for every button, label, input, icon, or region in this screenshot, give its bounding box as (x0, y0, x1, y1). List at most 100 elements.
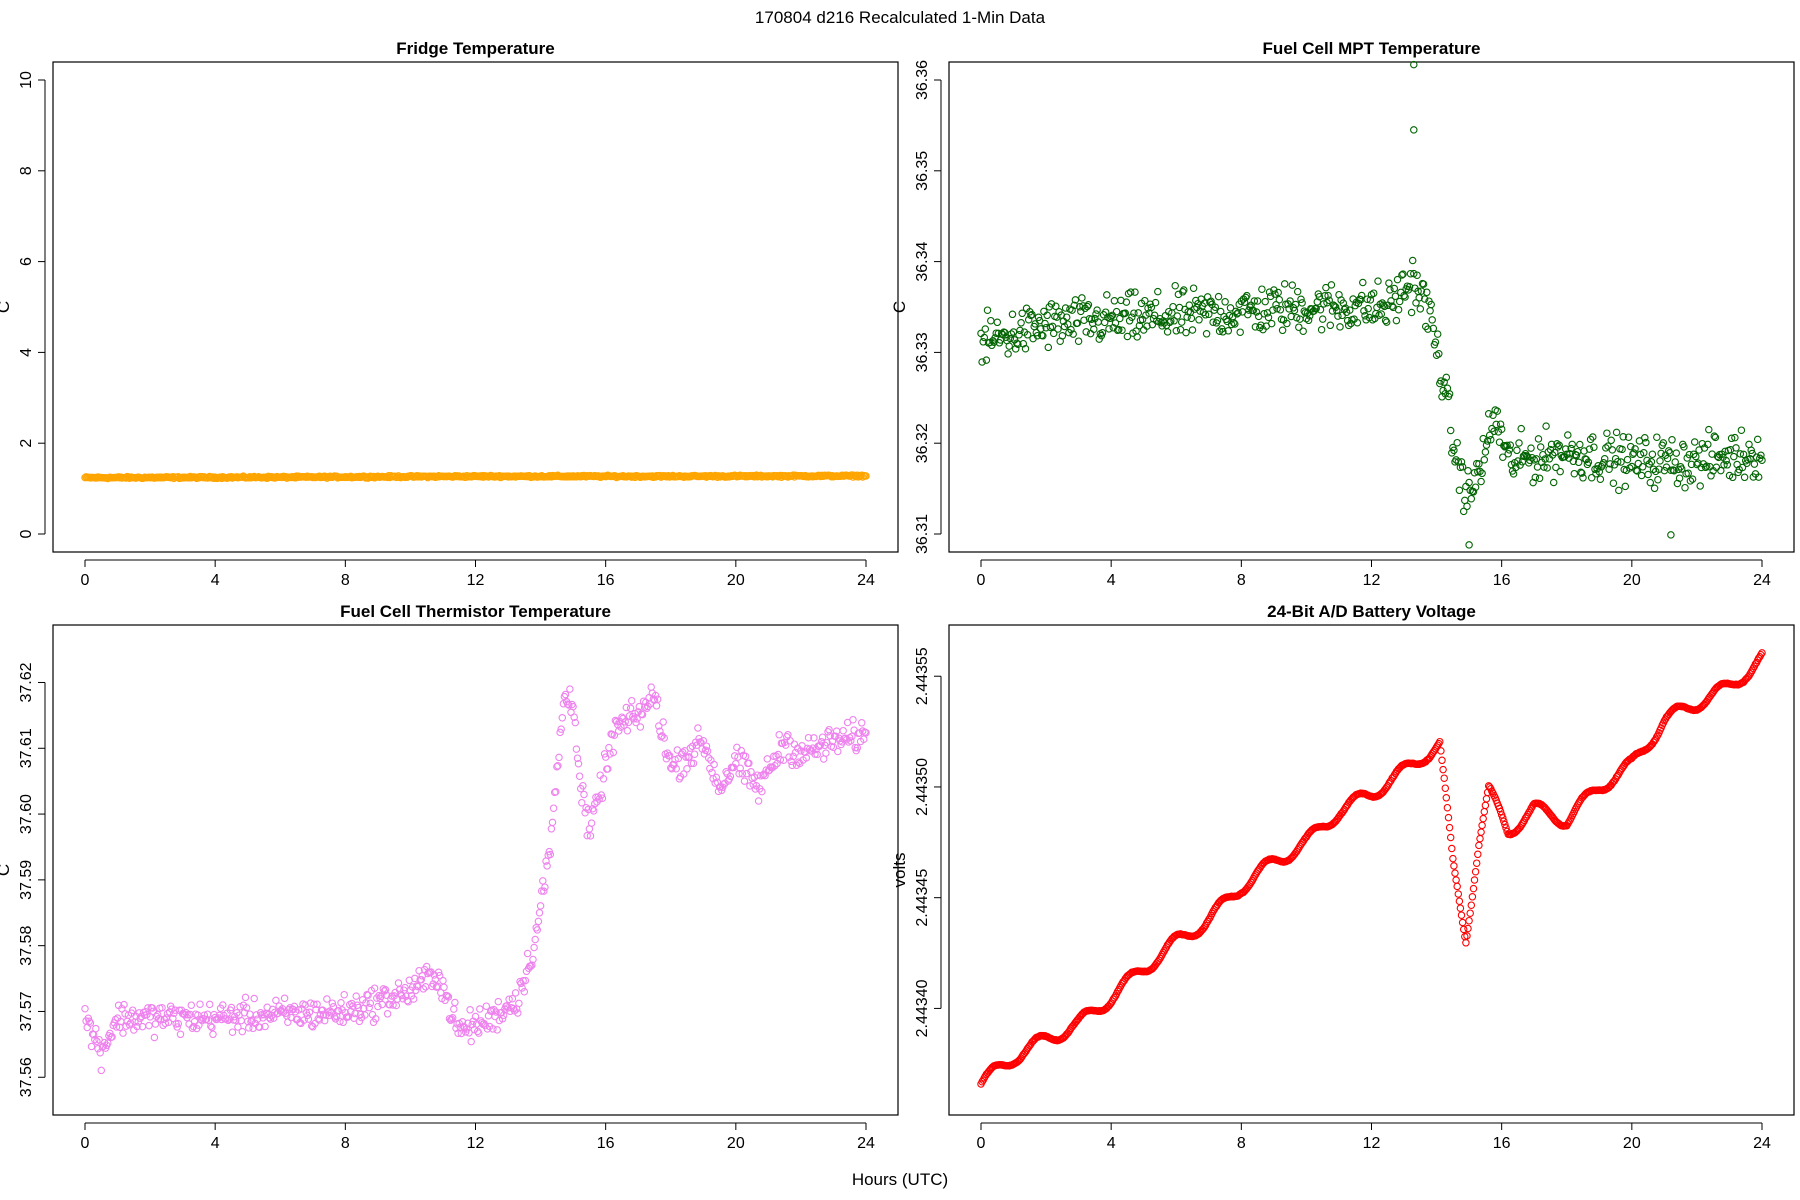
mpt-y-tick-label: 36.36 (914, 60, 931, 100)
thermistor-point (566, 685, 574, 693)
thermistor-point (714, 787, 723, 796)
mpt-point (1487, 435, 1495, 444)
mpt-point (1318, 315, 1327, 323)
mpt-point (1711, 433, 1720, 442)
mpt-point (1457, 458, 1466, 466)
mpt-point (1122, 298, 1131, 306)
thermistor-point (702, 742, 711, 750)
mpt-point (1241, 293, 1250, 302)
mpt-point (1346, 306, 1354, 314)
thermistor-point (802, 754, 811, 762)
mpt-point (1638, 463, 1647, 471)
battery-point (1209, 907, 1217, 916)
thermistor-point (434, 968, 443, 977)
mpt-point (1415, 294, 1423, 302)
mpt-point (1552, 463, 1560, 472)
battery-y-tick-label: 2.44340 (914, 979, 931, 1037)
mpt-point (1297, 295, 1305, 304)
mpt-point (1182, 328, 1190, 337)
battery-point (1502, 824, 1510, 832)
thermistor-point (857, 719, 866, 727)
thermistor-point (176, 1030, 185, 1039)
thermistor-points (81, 683, 870, 1075)
mpt-point (1326, 321, 1335, 330)
mpt-point (978, 358, 986, 366)
mpt-point (1542, 422, 1550, 430)
thermistor-point (847, 737, 855, 745)
mpt-point (1659, 439, 1668, 447)
mpt-point (1479, 434, 1487, 443)
mpt-point (1082, 328, 1090, 336)
thermistor-y-tick-label: 37.59 (18, 860, 35, 900)
mpt-point (1633, 467, 1642, 475)
mpt-point (1338, 311, 1346, 320)
thermistor-point (557, 725, 565, 733)
mpt-point (1236, 328, 1244, 336)
thermistor-point (227, 1003, 236, 1012)
mpt-point (1084, 301, 1093, 309)
thermistor-point (365, 1003, 373, 1012)
thermistor-point (245, 1024, 253, 1032)
mpt-point (1073, 319, 1082, 327)
mpt-point (1008, 310, 1017, 319)
thermistor-point (810, 734, 818, 742)
thermistor-point (651, 691, 660, 700)
mpt-point (1219, 328, 1227, 336)
mpt-point (1543, 464, 1551, 472)
thermistor-point (315, 1016, 324, 1024)
mpt-point (1615, 486, 1623, 495)
mpt-point (1211, 303, 1220, 311)
mpt-point (1205, 310, 1213, 319)
mpt-point (1354, 299, 1363, 308)
mpt-point (1385, 279, 1393, 287)
mpt-point (1160, 319, 1169, 327)
battery-plot-frame (948, 624, 1795, 1116)
mpt-point (1585, 445, 1594, 453)
thermistor-point (768, 763, 777, 772)
thermistor-point (196, 1000, 204, 1008)
mpt-point (1034, 313, 1043, 322)
mpt-point (1641, 434, 1649, 442)
battery-points (977, 649, 1766, 1088)
mpt-point (1541, 455, 1549, 463)
mpt-point (1286, 297, 1294, 305)
battery-point (1610, 777, 1619, 785)
mpt-point (1213, 316, 1222, 325)
mpt-point (1344, 321, 1353, 330)
mpt-x-tick-label: 20 (1623, 572, 1641, 589)
mpt-point (1690, 438, 1699, 446)
mpt-point (1478, 469, 1486, 478)
mpt-point (1753, 435, 1762, 444)
mpt-point (1515, 439, 1523, 447)
thermistor-point (355, 1017, 364, 1026)
mpt-y-tick-label: 36.31 (914, 514, 931, 554)
mpt-point (1195, 316, 1203, 324)
mpt-point (1357, 291, 1366, 300)
mpt-point (1531, 473, 1540, 482)
thermistor-point (730, 752, 739, 760)
battery-point (1110, 993, 1119, 1002)
mpt-point (1201, 311, 1210, 319)
mpt-point (1386, 286, 1394, 294)
mpt-point (1445, 390, 1454, 398)
battery-y-tick-label: 2.44345 (914, 869, 931, 927)
thermistor-point (190, 1017, 199, 1026)
mpt-point (1654, 475, 1662, 484)
thermistor-point (788, 761, 796, 770)
thermistor-point (670, 761, 678, 769)
battery-point (1440, 774, 1448, 782)
mpt-point (1147, 303, 1156, 312)
mpt-point (1206, 298, 1214, 306)
thermistor-y-tick-label: 37.62 (18, 662, 35, 702)
battery-point (1499, 814, 1507, 822)
battery-point (1205, 915, 1213, 924)
mpt-point (1069, 330, 1077, 338)
mpt-point (1547, 440, 1556, 449)
battery-point (1479, 814, 1487, 823)
mpt-point (1710, 432, 1719, 440)
mpt-point (1041, 319, 1049, 328)
thermistor-point (791, 748, 800, 757)
mpt-point (1267, 319, 1276, 328)
mpt-point (1118, 326, 1126, 334)
battery-point (1525, 808, 1533, 817)
